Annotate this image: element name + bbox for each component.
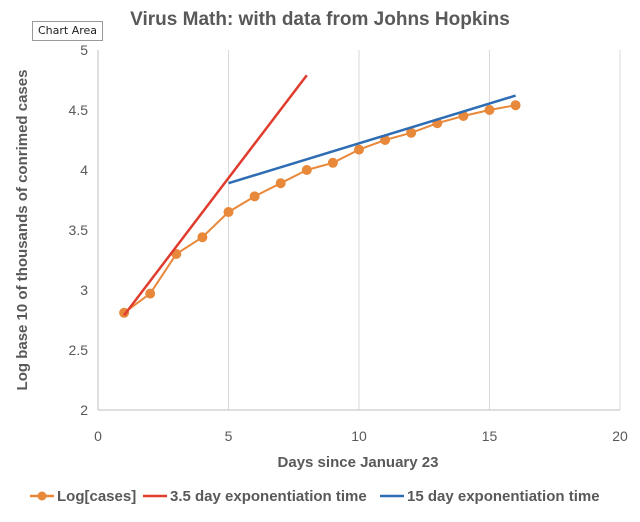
data-point: [327, 157, 338, 168]
data-point: [275, 178, 286, 189]
y-tick-label: 2.5: [69, 342, 89, 358]
legend-label: 15 day exponentiation time: [407, 488, 600, 505]
y-tick-label: 4: [80, 162, 88, 178]
x-tick-label: 10: [351, 428, 367, 444]
y-axis-label: Log base 10 of thousands of conrimed cas…: [14, 70, 31, 391]
y-tick-label: 3: [80, 282, 88, 298]
data-point: [510, 100, 521, 111]
y-tick-label: 2: [80, 402, 88, 418]
x-tick-label: 15: [482, 428, 498, 444]
data-point: [197, 232, 208, 243]
data-point: [354, 144, 364, 155]
y-tick-label: 4.5: [69, 102, 89, 118]
legend: Log[cases] 3.5 day exponentiation time 15 …: [30, 488, 600, 505]
data-point: [301, 165, 312, 175]
legend-label: 3.5 day exponentiation time: [170, 488, 367, 505]
y-tick-label: 3.5: [69, 222, 89, 238]
x-tick-label: 5: [225, 428, 233, 444]
data-point: [249, 191, 260, 202]
series-line-1: [123, 74, 308, 316]
y-tick-label: 5: [80, 42, 88, 58]
chart-area-tooltip: Chart Area: [32, 21, 104, 41]
data-point: [484, 105, 495, 115]
chart-title: Virus Math: with data from Johns Hopkins: [130, 9, 510, 30]
x-tick-label: 0: [94, 428, 102, 444]
x-axis-label: Days since January 23: [278, 454, 439, 471]
series-line-2: [228, 94, 516, 185]
legend-label: Log[cases]: [57, 488, 136, 505]
legend-swatch-marker: [37, 491, 47, 501]
data-point: [145, 288, 156, 299]
x-tick-label: 20: [612, 428, 628, 444]
series-line-0: [123, 104, 516, 314]
data-point: [223, 207, 234, 217]
